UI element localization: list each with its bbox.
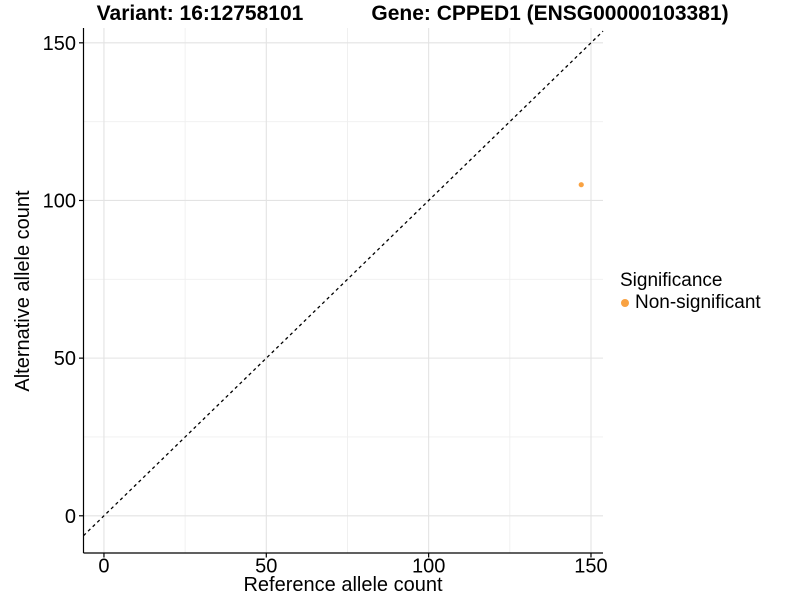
plot-title-gene: Gene: CPPED1 (ENSG00000103381) [371, 2, 729, 25]
x-tick-label: 150 [574, 556, 607, 578]
legend-key-dot-icon [621, 299, 629, 307]
x-tick-label: 0 [98, 556, 109, 578]
legend: Significance Non-significant [620, 269, 761, 314]
legend-entry: Non-significant [620, 292, 761, 314]
y-tick-label: 0 [65, 506, 76, 528]
identity-reference-line [83, 30, 604, 537]
y-tick-label: 150 [43, 33, 76, 55]
legend-title: Significance [620, 270, 723, 291]
plot-title-variant: Variant: 16:12758101 [96, 2, 304, 25]
y-tick-label: 100 [43, 190, 76, 212]
y-tick-label: 50 [54, 348, 76, 370]
data-point-non-significant [578, 182, 584, 188]
y-axis-title: Alternative allele count [12, 190, 34, 392]
x-tick-label: 100 [412, 556, 445, 578]
x-axis-title: Reference allele count [243, 574, 443, 596]
x-tick-label: 50 [255, 556, 277, 578]
legend-entry-label: Non-significant [635, 292, 761, 313]
